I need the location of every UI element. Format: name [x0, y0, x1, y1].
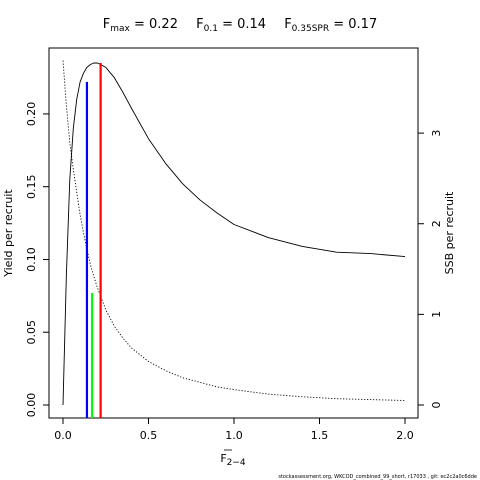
title-fmax-sub: max [110, 24, 130, 34]
y-left-tick-label: 0.00 [25, 393, 38, 418]
title-fspr-sub: 0.35SPR [292, 24, 329, 34]
chart-title: Fmax = 0.22 F0.1 = 0.14 F0.35SPR = 0.17 [103, 17, 377, 34]
x-axis-title-sub: 2−4 [227, 458, 246, 468]
x-tick-label: 1.5 [311, 429, 329, 442]
y-right-tick-label: 1 [430, 311, 443, 318]
title-fmax-main: F [103, 17, 110, 32]
y-axis-left: 0.00 0.05 0.10 0.15 0.20 [25, 102, 50, 418]
y-left-tick-label: 0.10 [25, 247, 38, 272]
y-right-tick-label: 2 [430, 220, 443, 227]
x-tick-label: 2.0 [396, 429, 414, 442]
x-tick-label: 0.0 [54, 429, 72, 442]
yield-curve [62, 62, 406, 406]
title-fspr-value: = 0.17 [329, 17, 377, 32]
y-axis-left-title: Yield per recruit [2, 189, 15, 278]
ssb-curve [62, 60, 406, 401]
y-right-tick-label: 3 [430, 130, 443, 137]
title-f01-main: F [196, 17, 203, 32]
plot-box [48, 47, 419, 419]
series-layer [62, 60, 406, 406]
title-fspr-main: F [284, 17, 291, 32]
x-axis: 0.0 0.5 1.0 1.5 2.0 [54, 417, 414, 442]
footer-note: stockassessment.org, WKCOD_combined_99_s… [278, 474, 477, 480]
y-axis-right: 0 1 2 3 [417, 130, 443, 409]
title-f01-value: = 0.14 [218, 17, 266, 32]
y-axis-right-title: SSB per recruit [443, 191, 456, 274]
x-tick-label: 1.0 [225, 429, 243, 442]
x-tick-label: 0.5 [140, 429, 158, 442]
y-left-tick-label: 0.05 [25, 320, 38, 345]
y-left-tick-label: 0.15 [25, 174, 38, 199]
title-f01-sub: 0.1 [204, 24, 218, 34]
y-right-tick-label: 0 [430, 402, 443, 409]
x-axis-title-main: F [220, 452, 226, 465]
y-left-tick-label: 0.20 [25, 102, 38, 127]
title-fmax-value: = 0.22 [130, 17, 178, 32]
reference-lines [85, 63, 102, 418]
x-axis-title: F2−4 [220, 452, 246, 468]
